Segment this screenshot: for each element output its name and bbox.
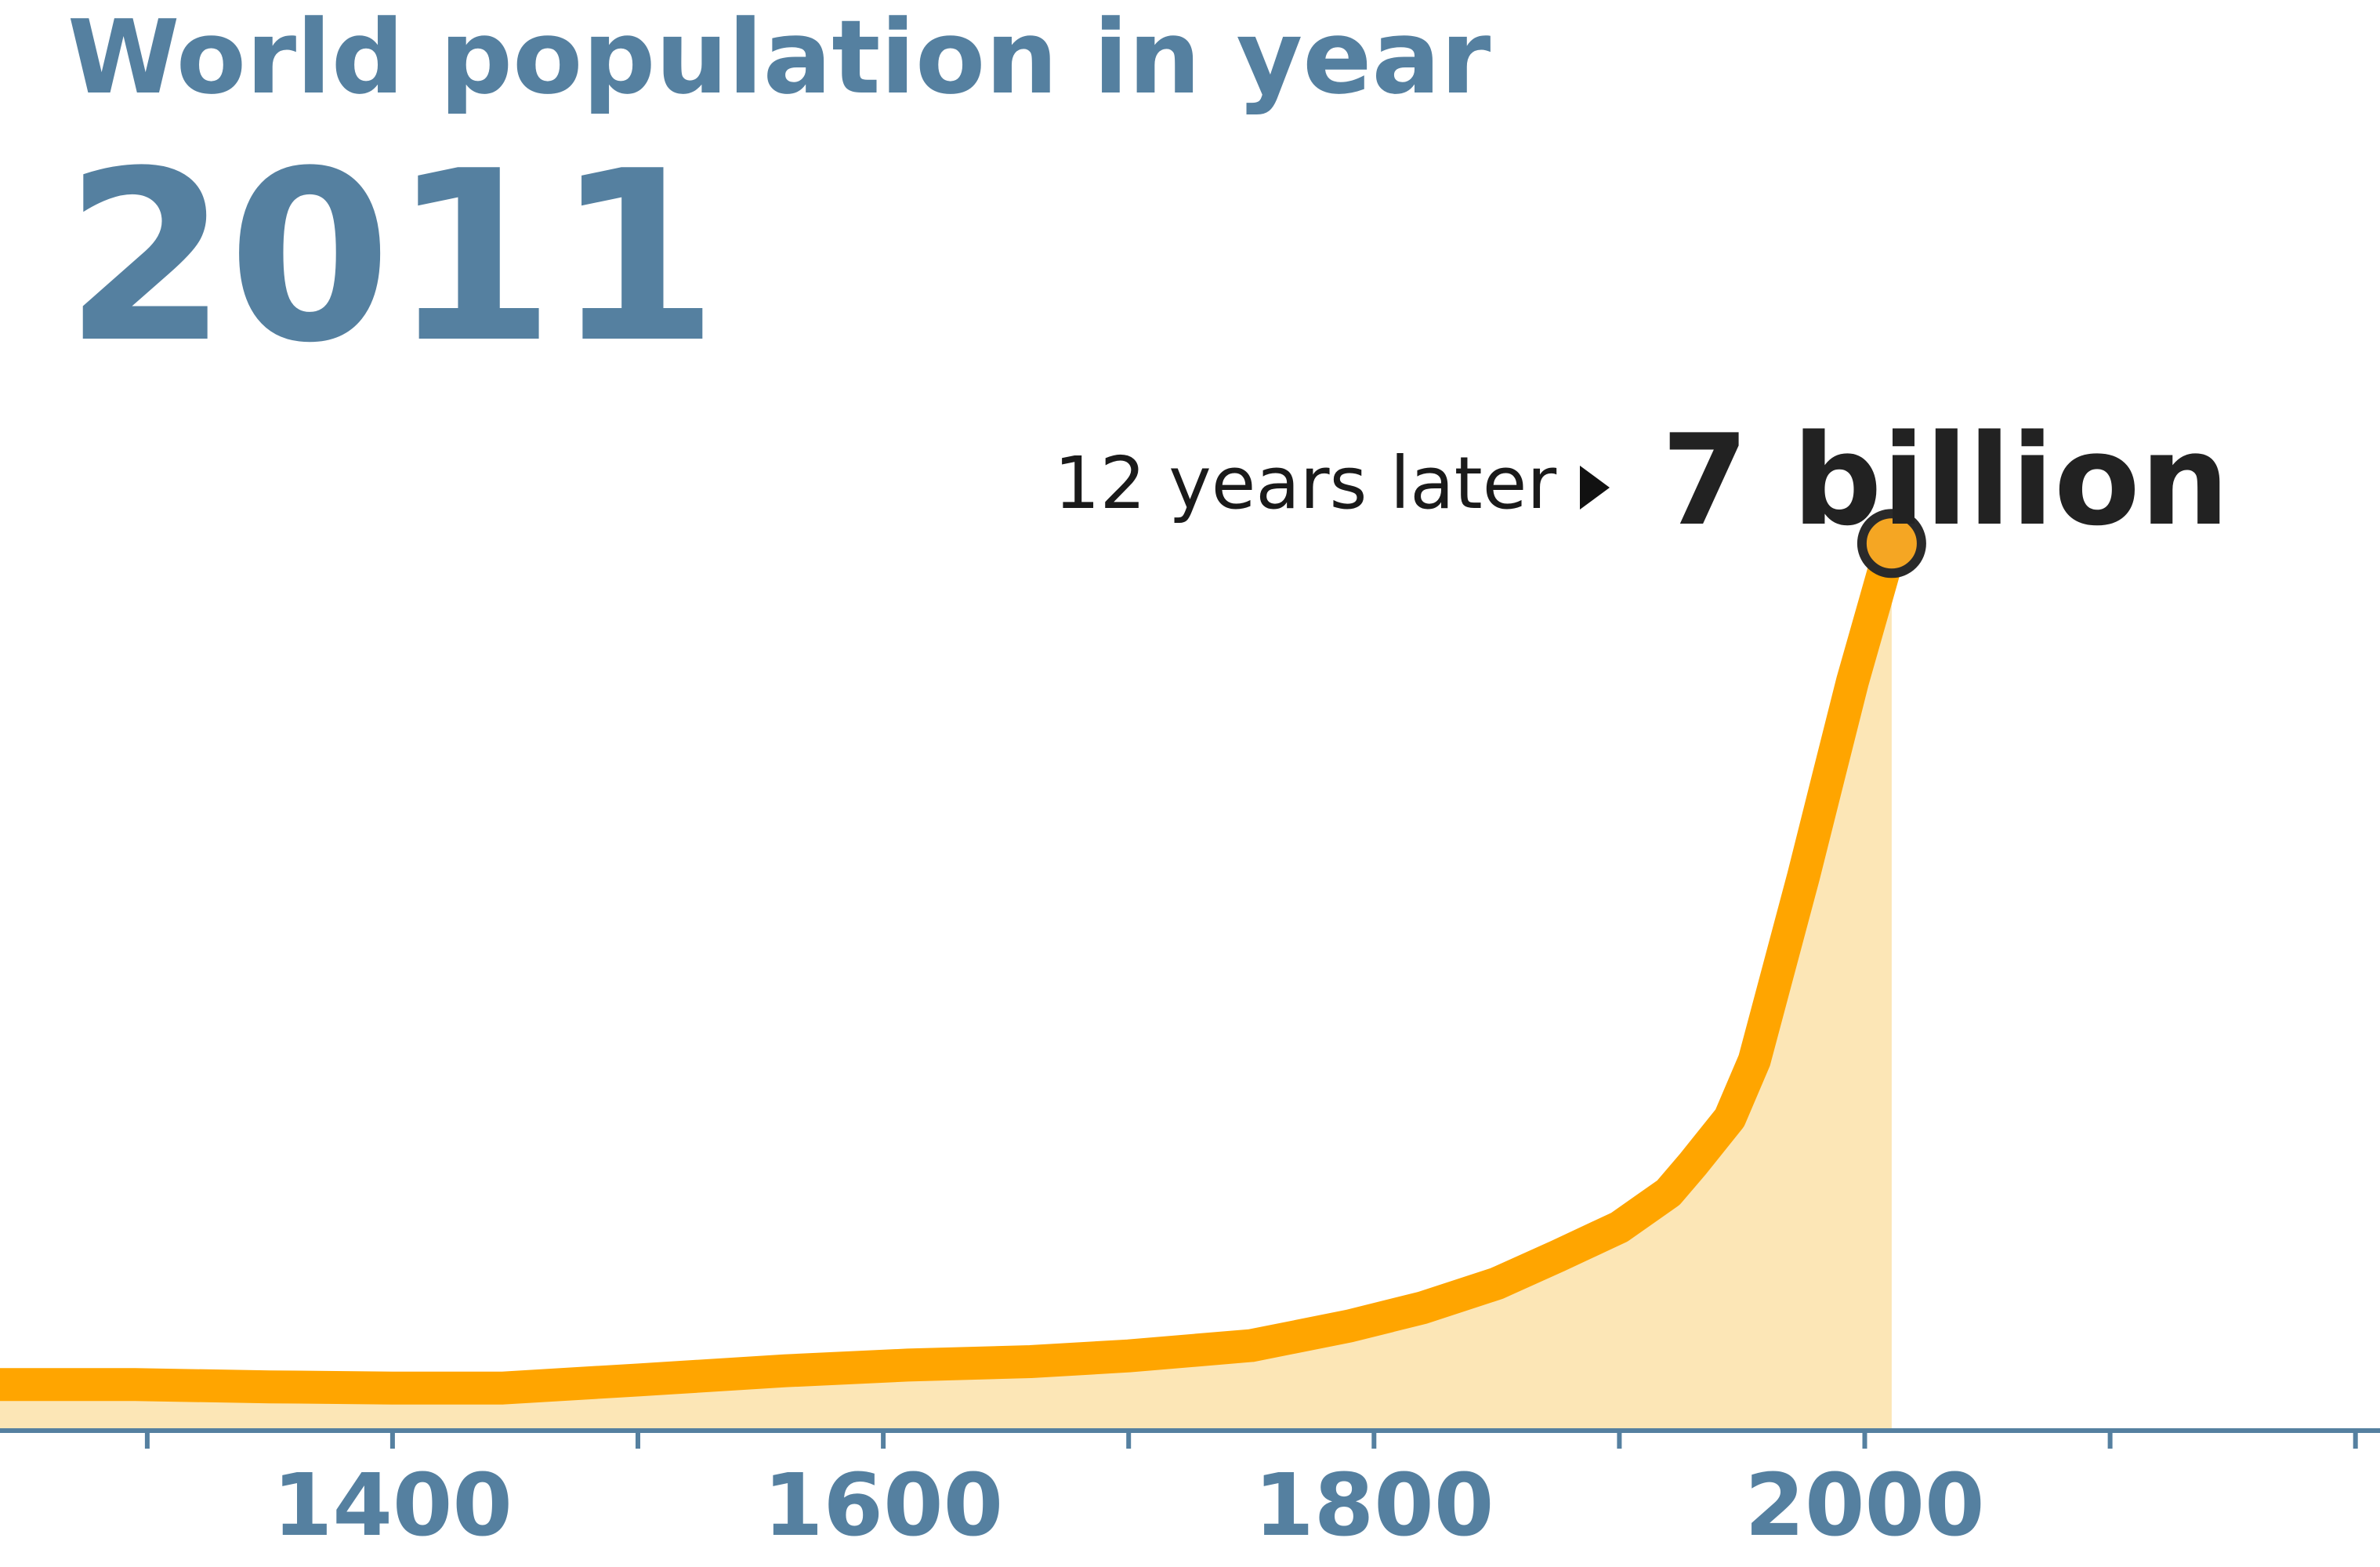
data-point-1850 [1495,1282,1498,1285]
data-point-1660 [1030,1361,1031,1362]
data-point-1240 [0,1384,1,1386]
data-point-1820 [1422,1307,1424,1309]
data-point-1975 [1802,876,1805,878]
annotation: 12 years later 7 billion [1054,407,2230,553]
triangle-right-icon [1580,466,1610,510]
data-point-1350 [269,1386,271,1388]
data-point-1985 [1827,778,1829,780]
data-point-1700 [1128,1355,1130,1357]
data-point-1750 [1250,1344,1252,1347]
data-point-1445 [502,1387,504,1389]
data-point-1790 [1349,1325,1350,1327]
data-point-1930 [1692,1163,1694,1165]
data-point-1955 [1753,1059,1755,1061]
annotation-prefix: 12 years later [1054,441,1556,525]
data-point-1295 [134,1384,136,1386]
data-point-1875 [1557,1255,1559,1257]
annotation-value: 7 billion [1661,407,2230,553]
data-point-1400 [391,1387,393,1389]
x-tick-label-1800: 1800 [1254,1455,1494,1555]
data-point-1945 [1729,1117,1731,1119]
series-line [0,539,1908,1405]
series-area [0,543,1892,1428]
x-axis: 1400 1600 1800 2000 [0,1428,2380,1555]
data-point-1900 [1618,1226,1621,1228]
data-point-1610 [907,1364,909,1366]
data-point-2005 [1876,594,1878,597]
plot-area [0,509,1926,1428]
current-value-marker [1857,509,1926,579]
data-point-1965 [1777,967,1780,970]
chart-title: World population in year [67,0,1491,117]
x-tick-label-1600: 1600 [763,1455,1003,1555]
chart-year: 2011 [64,121,719,394]
data-point-1500 [637,1379,639,1381]
data-point-1995 [1851,680,1853,683]
x-tick-label-1400: 1400 [273,1455,513,1555]
data-point-1920 [1668,1192,1669,1194]
x-tick-label-2000: 2000 [1744,1455,1984,1555]
data-point-1560 [784,1369,786,1372]
